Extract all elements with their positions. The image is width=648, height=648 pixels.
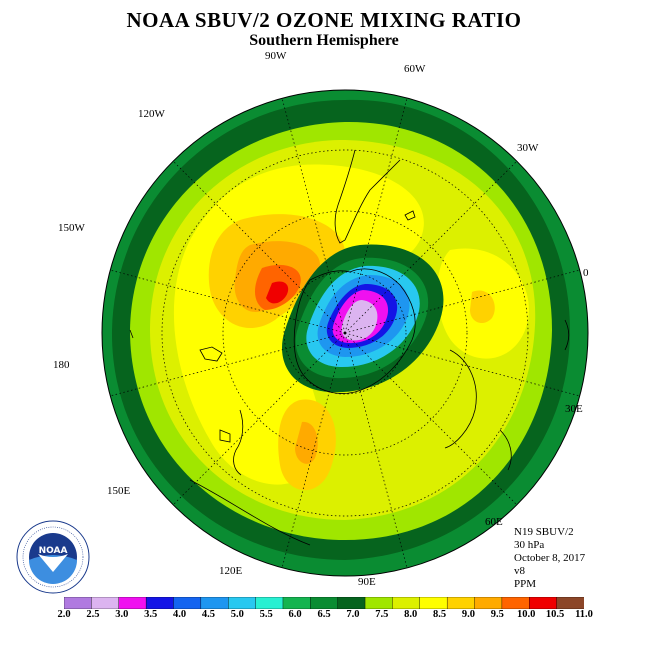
colorbar-label: 10.0 <box>517 609 536 620</box>
colorbar <box>64 597 584 609</box>
colorbar-swatch <box>529 597 558 609</box>
lon-label-120w: 120W <box>138 108 165 120</box>
lon-label-90w: 90W <box>265 50 287 62</box>
page-title: NOAA SBUV/2 OZONE MIXING RATIO <box>126 8 522 32</box>
lon-label-30e: 30E <box>565 403 583 415</box>
info-panel: N19 SBUV/2 30 hPa October 8, 2017 v8 PPM <box>514 526 585 591</box>
lon-label-150w: 150W <box>58 222 85 234</box>
colorbar-swatch <box>556 597 584 609</box>
instrument-label: N19 SBUV/2 <box>514 526 574 538</box>
lon-label-180: 180 <box>53 359 70 371</box>
graticule <box>161 149 529 517</box>
colorbar-swatch <box>255 597 284 609</box>
lon-label-0: 0 <box>583 267 589 279</box>
colorbar-swatch <box>310 597 339 609</box>
lon-label-30w: 30W <box>517 142 539 154</box>
colorbar-label: 10.5 <box>545 609 565 620</box>
lon-label-60w: 60W <box>404 63 426 75</box>
colorbar-swatch <box>392 597 421 609</box>
logo-text: NOAA <box>39 546 68 556</box>
lon-label-120e: 120E <box>219 565 243 577</box>
colorbar-label: 4.5 <box>201 609 215 620</box>
colorbar-label: 5.5 <box>259 609 273 620</box>
colorbar-swatch <box>118 597 147 609</box>
colorbar-swatch <box>145 597 174 609</box>
colorbar-label: 4.0 <box>172 609 187 620</box>
colorbar-swatch <box>419 597 448 609</box>
map-border <box>101 89 589 577</box>
colorbar-label: 5.0 <box>230 609 244 620</box>
colorbar-swatch <box>173 597 202 609</box>
meridians <box>109 97 581 569</box>
colorbar-swatch <box>364 597 393 609</box>
colorbar-label: 8.5 <box>432 609 447 620</box>
colorbar-label: 7.5 <box>375 609 389 620</box>
colorbar-label: 6.5 <box>317 609 331 620</box>
noaa-logo: NOAA <box>16 520 90 594</box>
page-subtitle: Southern Hemisphere <box>249 32 399 49</box>
date-label: October 8, 2017 <box>514 552 586 564</box>
colorbar-swatch <box>91 597 120 609</box>
colorbar-label: 8.0 <box>404 609 418 620</box>
colorbar-swatch <box>282 597 311 609</box>
units-label: PPM <box>514 578 537 590</box>
colorbar-swatch <box>446 597 476 609</box>
colorbar-swatch <box>228 597 257 609</box>
colorbar-swatch <box>337 597 366 609</box>
colorbar-label: 7.0 <box>346 609 360 620</box>
colorbar-label: 11.0 <box>575 609 593 620</box>
lon-label-90e: 90E <box>358 576 376 588</box>
colorbar-swatch <box>64 597 92 609</box>
version-label: v8 <box>514 565 525 577</box>
colorbar-label: 9.0 <box>461 609 475 620</box>
lon-label-150e: 150E <box>107 485 131 497</box>
colorbar-label: 2.5 <box>86 609 100 620</box>
colorbar-swatch <box>501 597 530 609</box>
level-label: 30 hPa <box>514 539 545 551</box>
ozone-band-2.5 <box>341 300 378 341</box>
colorbar-label: 9.5 <box>490 609 504 620</box>
colorbar-label: 6.0 <box>288 609 302 620</box>
ozone-band-10.5 <box>266 281 289 304</box>
colorbar-label: 3.5 <box>144 609 158 620</box>
colorbar-swatch <box>200 597 229 609</box>
colorbar-label: 2.0 <box>57 609 71 620</box>
colorbar-label: 3.0 <box>115 609 129 620</box>
lon-label-60e: 60E <box>485 516 503 528</box>
colorbar-swatch <box>474 597 503 609</box>
